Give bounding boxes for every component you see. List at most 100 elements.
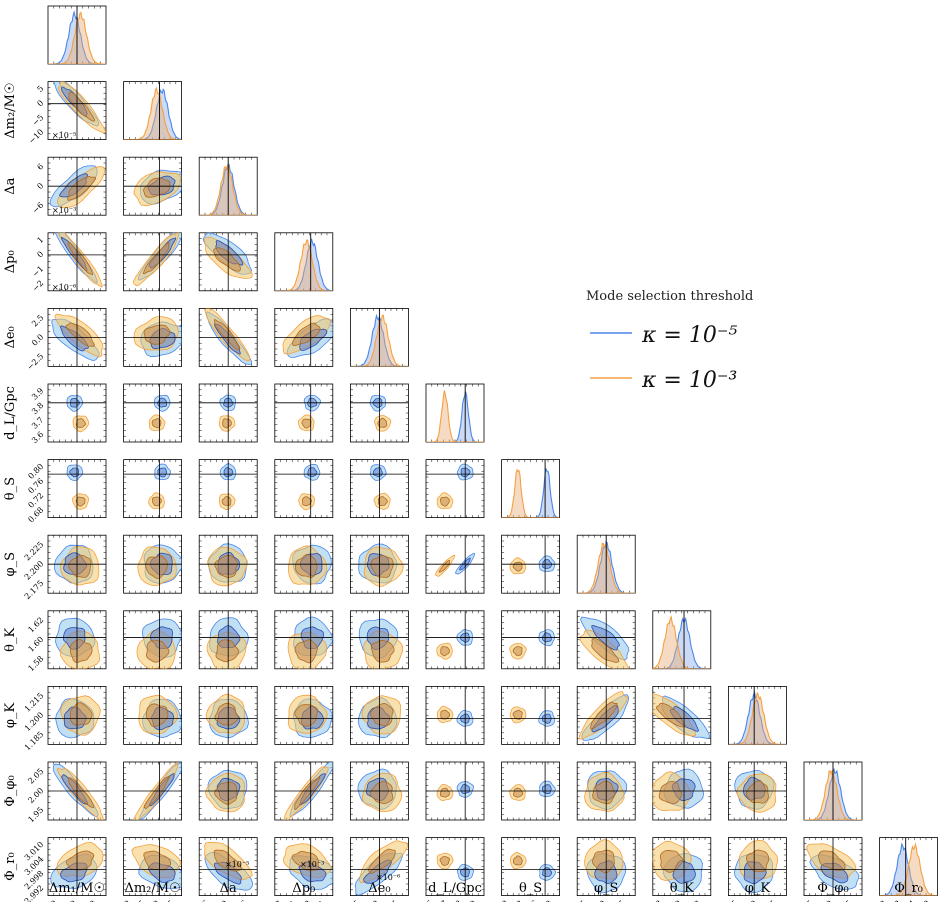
y-axis-label: Δe₀ xyxy=(3,326,18,348)
panel-11-5 xyxy=(425,837,485,896)
contour-inner-orange xyxy=(301,418,312,429)
y-tick-label: 0.0 xyxy=(30,332,45,347)
contour-inner-orange xyxy=(658,781,683,804)
x-tick-label: 1.62 xyxy=(684,899,703,902)
panel-7-3 xyxy=(274,534,334,594)
panel-frame xyxy=(425,610,485,670)
x-tick-label: −5 xyxy=(132,899,147,902)
contour-inner-orange xyxy=(590,701,618,730)
panel-5-0 xyxy=(47,383,107,443)
x-tick-label: 1.95 xyxy=(796,899,815,902)
panel-5-4 xyxy=(349,383,409,443)
y-axis-label: φ_S xyxy=(3,552,18,577)
contour-inner-orange xyxy=(512,646,523,656)
x-axis-label: Δe₀ xyxy=(368,881,390,896)
y-axis-label: θ_K xyxy=(3,627,18,651)
panel-5-5 xyxy=(425,383,485,443)
x-tick-label: 2.200 xyxy=(585,899,608,902)
y-axis-label: Δa xyxy=(3,177,18,194)
y-axis-label: d_L/Gpc xyxy=(3,386,18,440)
x-axis-label: θ_K xyxy=(670,881,694,896)
histogram-orange xyxy=(652,615,711,669)
contour-inner-orange xyxy=(656,702,686,728)
panel-11-9 xyxy=(728,837,787,896)
panel-6-5 xyxy=(425,459,485,519)
y-axis-label: Δp₀ xyxy=(3,250,18,273)
x-tick-label: 6 xyxy=(239,899,249,902)
y-tick-label: 0 xyxy=(35,250,45,260)
x-tick-label: 2.05 xyxy=(835,899,854,902)
y-tick-label: 0.80 xyxy=(26,462,45,481)
x-tick-label: 1.215 xyxy=(756,899,779,902)
panel-8-7 xyxy=(576,610,636,670)
contour-inner-orange xyxy=(370,639,395,663)
panel-8-6 xyxy=(501,610,561,670)
panel-11-7 xyxy=(576,837,636,896)
x-tick-label: 3.9 xyxy=(463,899,478,902)
x-tick-label: 2.175 xyxy=(566,899,589,902)
y-tick-label: 3.9 xyxy=(30,386,45,401)
contour-inner-orange xyxy=(213,247,241,272)
contour-inner-orange xyxy=(745,849,770,873)
y-axis-labels: −10−505−606−2−101−2.50.02.53.63.73.83.90… xyxy=(3,82,45,902)
contour-inner-orange xyxy=(513,787,524,798)
y-tick-label: 1.58 xyxy=(26,654,45,673)
panel-10-3 xyxy=(274,761,334,821)
x-tick-label: 3.7 xyxy=(434,899,449,902)
contour-inner-orange xyxy=(69,639,93,663)
x-axis-label: θ_S xyxy=(519,881,542,896)
scale-factor-label: ×10⁻⁵ xyxy=(225,860,249,869)
y-tick-label: 0 xyxy=(35,181,45,191)
contour-inner-orange xyxy=(368,848,396,874)
scale-factor-label: ×10⁻⁶ xyxy=(376,873,400,882)
contour-inner-orange xyxy=(214,554,239,578)
panel-10-8 xyxy=(652,761,712,821)
y-tick-label: 0.76 xyxy=(26,476,45,495)
panel-3-2 xyxy=(198,232,258,292)
histogram-orange xyxy=(879,842,938,896)
contour-inner-orange xyxy=(143,177,171,198)
contour-inner-orange xyxy=(292,322,321,347)
contour-inner-orange xyxy=(592,780,616,805)
contour-inner-orange xyxy=(67,241,93,276)
contour-inner-orange xyxy=(222,418,232,429)
contour-inner-orange xyxy=(142,242,170,275)
y-tick-label: −2 xyxy=(31,279,46,294)
x-tick-label: 1.200 xyxy=(736,899,759,902)
contour-inner-orange xyxy=(440,787,450,798)
panel-11-3 xyxy=(274,837,334,896)
histogram-orange xyxy=(501,468,560,518)
y-tick-label: −10 xyxy=(27,127,45,145)
y-tick-label: 5 xyxy=(35,84,45,94)
x-tick-label: −2.5 xyxy=(341,899,361,902)
panel-7-4 xyxy=(349,534,409,594)
scale-factor-label: ×10⁻⁵ xyxy=(52,131,76,140)
x-axis-label: φ_K xyxy=(745,881,771,896)
y-tick-label: 2.05 xyxy=(26,767,45,786)
contour-inner-blue xyxy=(372,467,383,478)
y-tick-label: 0.68 xyxy=(26,505,45,524)
panel-2-1 xyxy=(123,156,182,216)
legend-entry-1: κ = 10⁻⁵ xyxy=(641,323,737,348)
x-tick-label: −800 xyxy=(37,899,59,902)
panel-11-11 xyxy=(879,837,938,896)
x-axis-label: Δm₁/M☉ xyxy=(49,881,105,896)
contour-inner-orange xyxy=(440,646,451,657)
panel-7-2 xyxy=(198,534,258,594)
panel-7-7 xyxy=(576,534,636,594)
panel-frame xyxy=(425,686,485,745)
y-tick-label: 2.175 xyxy=(23,579,46,602)
contour-inner-orange xyxy=(65,322,95,347)
y-tick-label: 2.225 xyxy=(23,540,46,563)
panel-grid xyxy=(47,5,938,896)
x-tick-label: 2.992 xyxy=(866,899,889,902)
contour-inner-blue xyxy=(157,467,168,478)
contour-inner-orange xyxy=(745,780,769,804)
panel-9-7 xyxy=(576,686,636,745)
x-tick-label: 0 xyxy=(220,899,230,902)
histogram-orange xyxy=(274,239,333,291)
panel-4-4 xyxy=(349,307,409,367)
x-axis-label: d_L/Gpc xyxy=(428,881,482,896)
histogram-orange xyxy=(350,314,409,367)
